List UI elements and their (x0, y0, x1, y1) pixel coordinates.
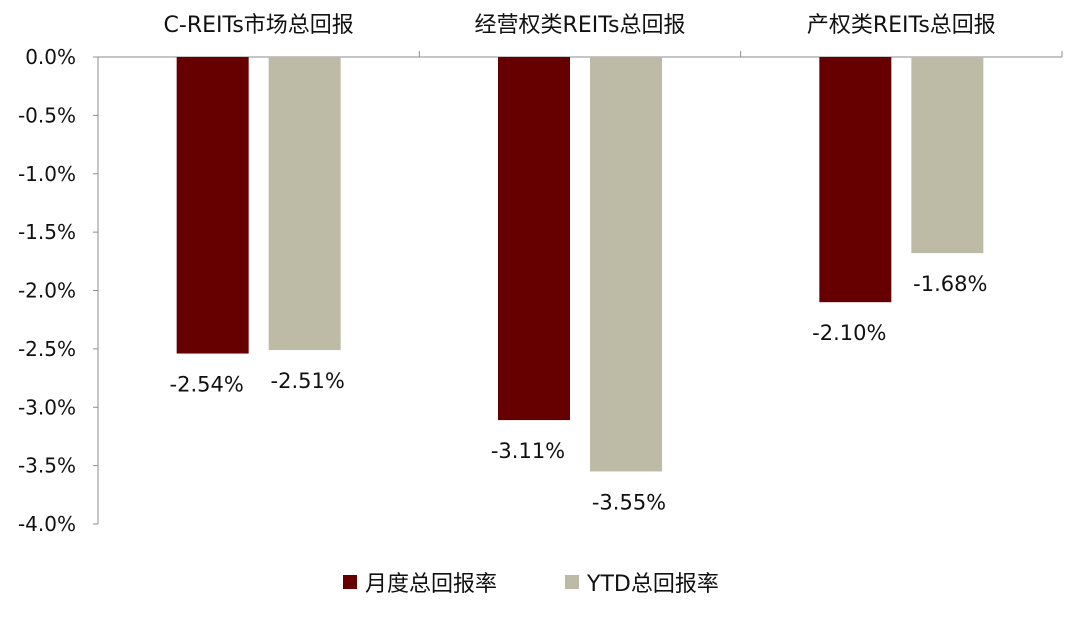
bar-ytd (268, 57, 341, 351)
y-tick-label: -2.5% (18, 337, 76, 361)
legend-label: YTD总回报率 (586, 572, 719, 597)
y-tick-label: -0.5% (18, 103, 76, 127)
data-label: -1.68% (913, 272, 987, 296)
y-tick-label: 0.0% (25, 45, 76, 69)
bar-ytd (590, 57, 662, 472)
y-tick-label: -4.0% (18, 512, 76, 536)
data-label: -2.10% (812, 321, 886, 345)
data-label: -3.55% (592, 490, 666, 514)
category-labels: C-REITs市场总回报 经营权类REITs总回报 产权类REITs总回报 (164, 13, 996, 38)
legend-swatch-monthly (343, 575, 357, 589)
legend-label: 月度总回报率 (365, 572, 497, 597)
data-label: -2.54% (170, 373, 244, 397)
data-label: -3.11% (491, 439, 565, 463)
bar-monthly (498, 57, 570, 421)
y-tick-label: -3.0% (18, 395, 76, 419)
category-label: 产权类REITs总回报 (807, 13, 996, 38)
y-tick-label: -1.0% (18, 162, 76, 186)
bar-monthly (176, 57, 249, 354)
legend: 月度总回报率 YTD总回报率 (343, 572, 719, 597)
data-label: -2.51% (271, 369, 345, 393)
category-label: 经营权类REITs总回报 (475, 13, 686, 38)
legend-swatch-ytd (565, 575, 579, 589)
y-tick-label: -1.5% (18, 220, 76, 244)
bar-ytd (911, 57, 984, 254)
bar-monthly (819, 57, 892, 303)
y-tick-label: -3.5% (18, 454, 76, 478)
y-tick-label: -2.0% (18, 279, 76, 303)
category-label: C-REITs市场总回报 (164, 13, 354, 38)
y-axis: 0.0% -0.5% -1.0% -1.5% -2.0% -2.5% -3.0% -3.5% -… (18, 45, 1063, 536)
data-labels: -2.54% -2.51% -3.11% -3.55% -2.10% -1.68% (170, 272, 988, 514)
bars (176, 57, 984, 472)
